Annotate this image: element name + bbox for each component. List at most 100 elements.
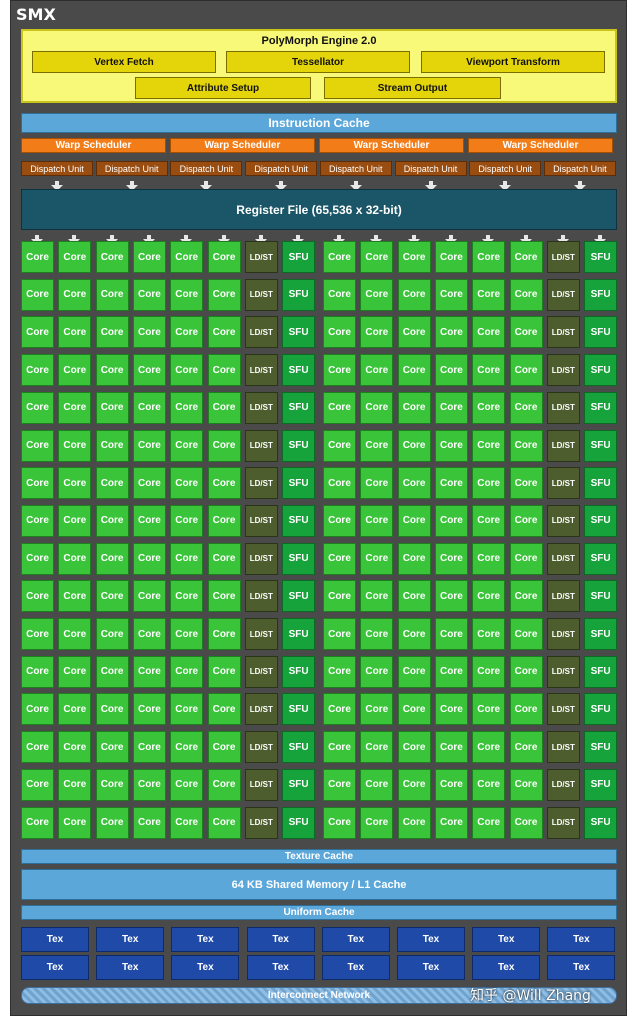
core-unit: Core <box>170 655 204 688</box>
tex-unit: Tex <box>321 927 390 952</box>
tex-unit: Tex <box>246 927 315 952</box>
core-unit: Core <box>323 542 356 575</box>
core-unit: Core <box>360 693 394 726</box>
ldst-unit: LD/ST <box>546 768 580 801</box>
core-unit: Core <box>21 391 54 424</box>
core-unit: Core <box>95 693 129 726</box>
core-unit: Core <box>132 316 166 349</box>
tex-unit: Tex <box>397 927 465 952</box>
core-unit: Core <box>95 391 129 424</box>
core-unit: Core <box>207 542 241 575</box>
core-unit: Core <box>95 806 129 839</box>
core-unit: Core <box>58 693 92 726</box>
sfu-unit: SFU <box>584 429 618 462</box>
core-unit: Core <box>95 731 129 764</box>
core-unit: Core <box>434 354 468 387</box>
core-unit: Core <box>360 429 394 462</box>
core-unit: Core <box>132 467 166 500</box>
core-unit: Core <box>21 429 54 462</box>
core-unit: Core <box>323 806 356 839</box>
core-unit: Core <box>132 768 166 801</box>
core-unit: Core <box>95 655 129 688</box>
core-unit: Core <box>434 278 468 311</box>
core-unit: Core <box>397 504 431 537</box>
sfu-unit: SFU <box>584 542 618 575</box>
core-unit: Core <box>434 693 468 726</box>
core-unit: Core <box>207 504 241 537</box>
core-unit: Core <box>397 241 431 273</box>
core-unit: Core <box>434 655 468 688</box>
core-unit: Core <box>509 316 543 349</box>
sfu-unit: SFU <box>584 655 618 688</box>
sfu-unit: SFU <box>282 542 316 575</box>
core-unit: Core <box>472 542 506 575</box>
core-unit: Core <box>360 354 394 387</box>
sfu-unit: SFU <box>584 354 618 387</box>
core-unit: Core <box>58 618 92 650</box>
core-unit: Core <box>21 580 54 613</box>
ldst-unit: LD/ST <box>546 316 580 349</box>
core-unit: Core <box>95 618 129 650</box>
core-unit: Core <box>207 316 241 349</box>
core-unit: Core <box>472 693 506 726</box>
sfu-unit: SFU <box>584 731 618 764</box>
tex-unit: Tex <box>472 927 541 952</box>
tex-unit: Tex <box>21 955 89 980</box>
dispatch-unit: Dispatch Unit <box>21 161 93 176</box>
core-unit: Core <box>397 655 431 688</box>
core-unit: Core <box>207 618 241 650</box>
core-unit: Core <box>95 542 129 575</box>
core-unit: Core <box>207 278 241 311</box>
core-unit: Core <box>397 316 431 349</box>
core-unit: Core <box>472 806 506 839</box>
core-unit: Core <box>58 391 92 424</box>
core-unit: Core <box>472 316 506 349</box>
core-unit: Core <box>132 731 166 764</box>
core-unit: Core <box>95 580 129 613</box>
core-unit: Core <box>207 354 241 387</box>
core-unit: Core <box>397 278 431 311</box>
core-unit: Core <box>509 693 543 726</box>
core-unit: Core <box>360 768 394 801</box>
core-unit: Core <box>21 504 54 537</box>
core-unit: Core <box>472 467 506 500</box>
core-unit: Core <box>472 768 506 801</box>
sfu-unit: SFU <box>584 316 618 349</box>
ldst-unit: LD/ST <box>244 504 278 537</box>
warp-scheduler: Warp Scheduler <box>319 138 464 153</box>
core-unit: Core <box>323 618 356 650</box>
core-unit: Core <box>323 241 356 273</box>
vertex-fetch-unit: Vertex Fetch <box>32 51 216 73</box>
core-unit: Core <box>207 467 241 500</box>
core-unit: Core <box>509 806 543 839</box>
sfu-unit: SFU <box>282 580 316 613</box>
core-unit: Core <box>132 429 166 462</box>
core-unit: Core <box>132 504 166 537</box>
ldst-unit: LD/ST <box>244 429 278 462</box>
watermark: 知乎 @Will Zhang <box>470 988 591 1004</box>
sfu-unit: SFU <box>282 768 316 801</box>
down-arrow-icon <box>349 178 363 191</box>
core-unit: Core <box>58 768 92 801</box>
down-arrow-icon <box>199 178 213 191</box>
core-unit: Core <box>21 655 54 688</box>
core-unit: Core <box>434 429 468 462</box>
core-unit: Core <box>95 504 129 537</box>
core-unit: Core <box>21 354 54 387</box>
sfu-unit: SFU <box>584 241 618 273</box>
core-unit: Core <box>21 542 54 575</box>
sfu-unit: SFU <box>282 806 316 839</box>
tex-unit: Tex <box>547 927 616 952</box>
core-unit: Core <box>95 429 129 462</box>
sfu-unit: SFU <box>584 391 618 424</box>
viewport-transform-unit: Viewport Transform <box>421 51 605 73</box>
core-unit: Core <box>397 806 431 839</box>
interconnect-network: Interconnect Network <box>21 987 617 1004</box>
ldst-unit: LD/ST <box>244 391 278 424</box>
ldst-unit: LD/ST <box>244 241 278 273</box>
core-unit: Core <box>434 241 468 273</box>
core-unit: Core <box>323 580 356 613</box>
core-unit: Core <box>21 731 54 764</box>
sfu-unit: SFU <box>584 504 618 537</box>
ldst-unit: LD/ST <box>244 655 278 688</box>
